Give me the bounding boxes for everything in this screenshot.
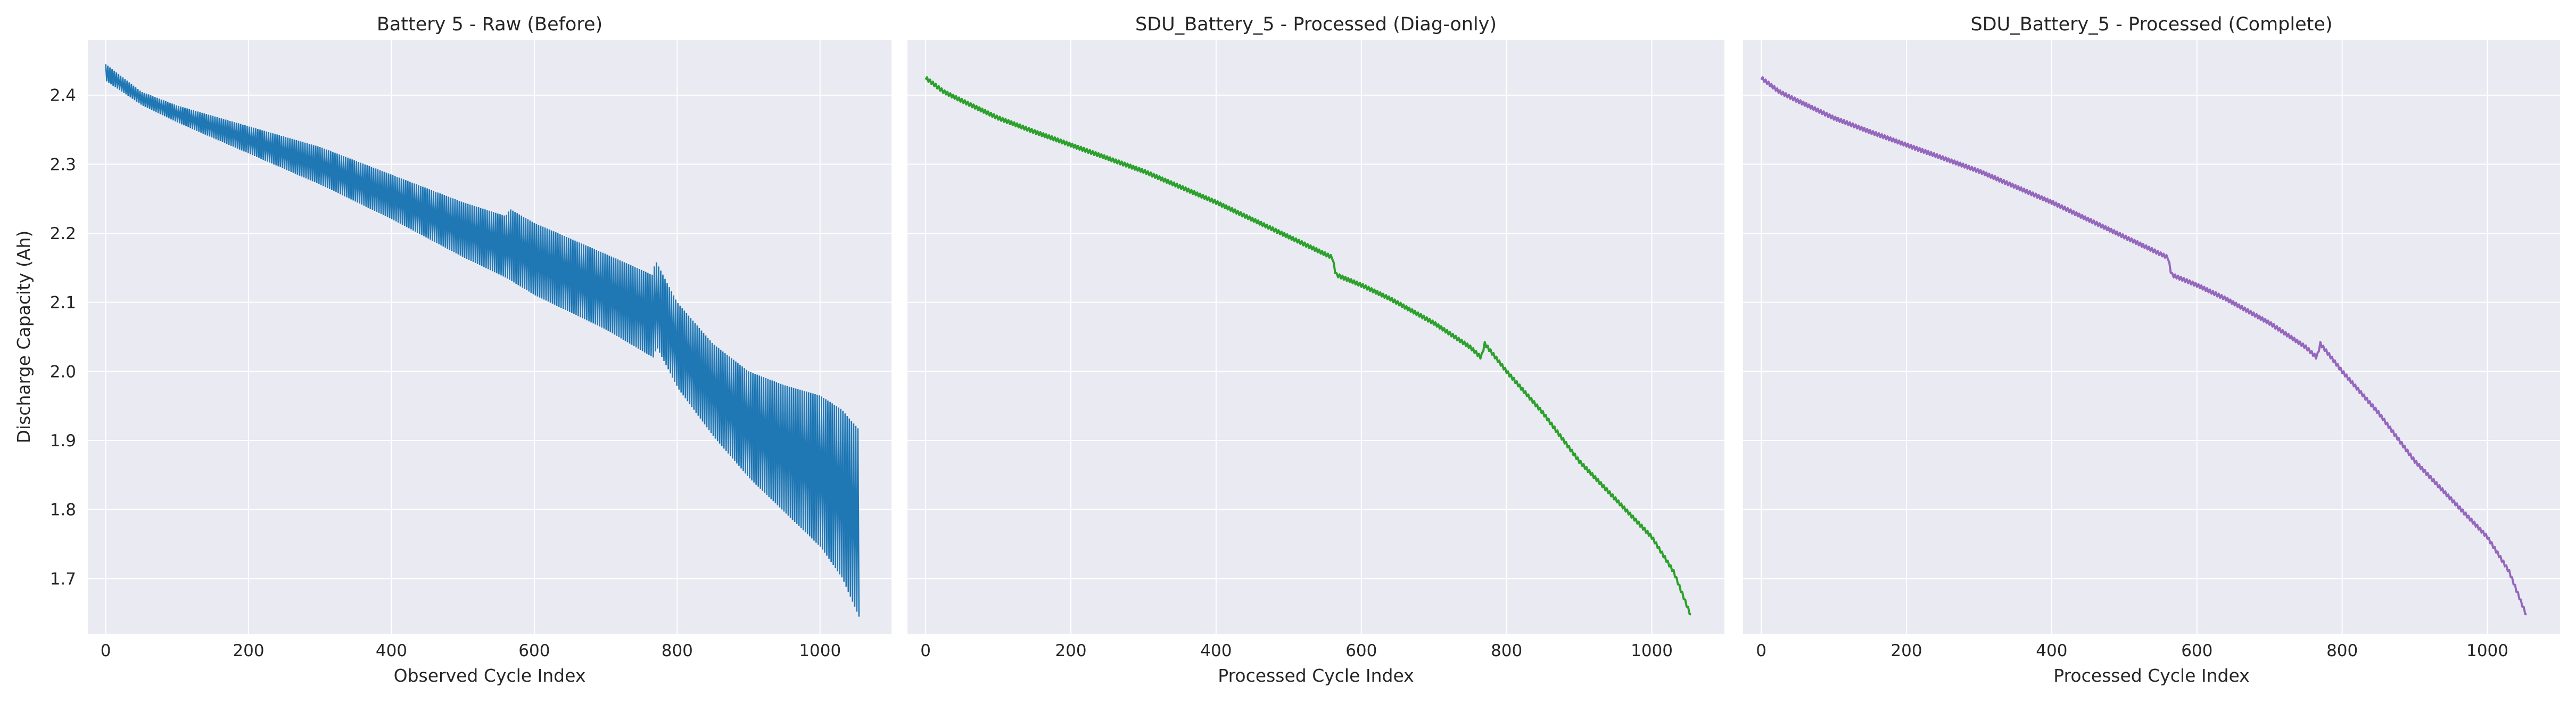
x-tick-label: 800 bbox=[1491, 641, 1522, 660]
panel-3: 0 200 400 600 800 1000 SDU_Battery_5 - Process… bbox=[1743, 14, 2560, 686]
x-tick-label: 600 bbox=[1345, 641, 1377, 660]
x-tick-label: 600 bbox=[518, 641, 550, 660]
series-line bbox=[105, 64, 860, 617]
panel-2: 0 200 400 600 800 1000 SDU_Battery_5 - Process… bbox=[907, 14, 1724, 686]
x-tick-label: 400 bbox=[2036, 641, 2067, 660]
x-axis-label: Processed Cycle Index bbox=[2053, 665, 2249, 686]
plot-area bbox=[907, 40, 1724, 634]
x-tick-label: 1000 bbox=[2466, 641, 2508, 660]
panel-title: SDU_Battery_5 - Processed (Complete) bbox=[1970, 14, 2332, 35]
x-tick-label: 800 bbox=[2326, 641, 2358, 660]
x-tick-label: 200 bbox=[1890, 641, 1922, 660]
x-axis-label: Processed Cycle Index bbox=[1218, 665, 1414, 686]
x-tick-label: 600 bbox=[2181, 641, 2212, 660]
panels: 0 200 400 600 800 1000 1.7 1.8 1.9 2.0 2.1 2.2 2.3 2.… bbox=[13, 14, 2560, 686]
x-tick-label: 1000 bbox=[1631, 641, 1673, 660]
y-tick-label: 2.1 bbox=[50, 293, 76, 313]
y-tick-label: 2.0 bbox=[50, 362, 76, 381]
y-tick-label: 1.9 bbox=[50, 431, 76, 451]
x-tick-label: 200 bbox=[1055, 641, 1086, 660]
x-tick-label: 400 bbox=[1200, 641, 1232, 660]
plot-area bbox=[1743, 40, 2560, 634]
y-tick-label: 1.8 bbox=[50, 501, 76, 520]
panel-title: SDU_Battery_5 - Processed (Diag-only) bbox=[1135, 14, 1497, 35]
y-axis-label: Discharge Capacity (Ah) bbox=[13, 231, 34, 444]
x-tick-label: 800 bbox=[662, 641, 693, 660]
series-line bbox=[924, 76, 1691, 616]
x-tick-label: 1000 bbox=[799, 641, 841, 660]
y-tick-label: 1.7 bbox=[50, 569, 76, 588]
x-tick-label: 200 bbox=[233, 641, 264, 660]
series-line bbox=[1760, 76, 2527, 616]
x-axis-label: Observed Cycle Index bbox=[394, 665, 586, 686]
x-tick-label: 0 bbox=[1756, 641, 1766, 660]
y-tick-label: 2.3 bbox=[50, 155, 76, 174]
panel-1: 0 200 400 600 800 1000 1.7 1.8 1.9 2.0 2.1 2.2 2.3 2.… bbox=[13, 14, 891, 686]
x-tick-label: 0 bbox=[920, 641, 931, 660]
x-tick-label: 400 bbox=[376, 641, 407, 660]
y-tick-label: 2.4 bbox=[50, 86, 76, 105]
y-tick-label: 2.2 bbox=[50, 224, 76, 243]
x-tick-label: 0 bbox=[101, 641, 111, 660]
panel-title: Battery 5 - Raw (Before) bbox=[377, 14, 602, 35]
